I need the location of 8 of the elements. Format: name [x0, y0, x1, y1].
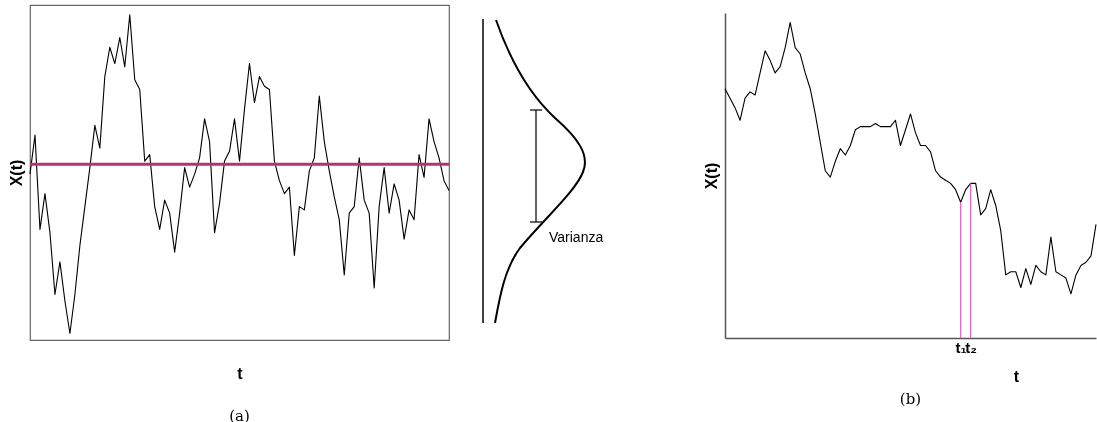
- x-axis-title: t: [237, 364, 244, 382]
- x-axis-title: t: [1013, 367, 1020, 385]
- x-tick-label: t₁: [955, 338, 967, 356]
- x-tick-label: t₂: [965, 338, 977, 356]
- text: Varianza: [549, 229, 604, 245]
- text: (b): [899, 390, 922, 408]
- y-axis-title: X(t): [7, 159, 25, 187]
- y-axis-title: X(t): [702, 162, 720, 190]
